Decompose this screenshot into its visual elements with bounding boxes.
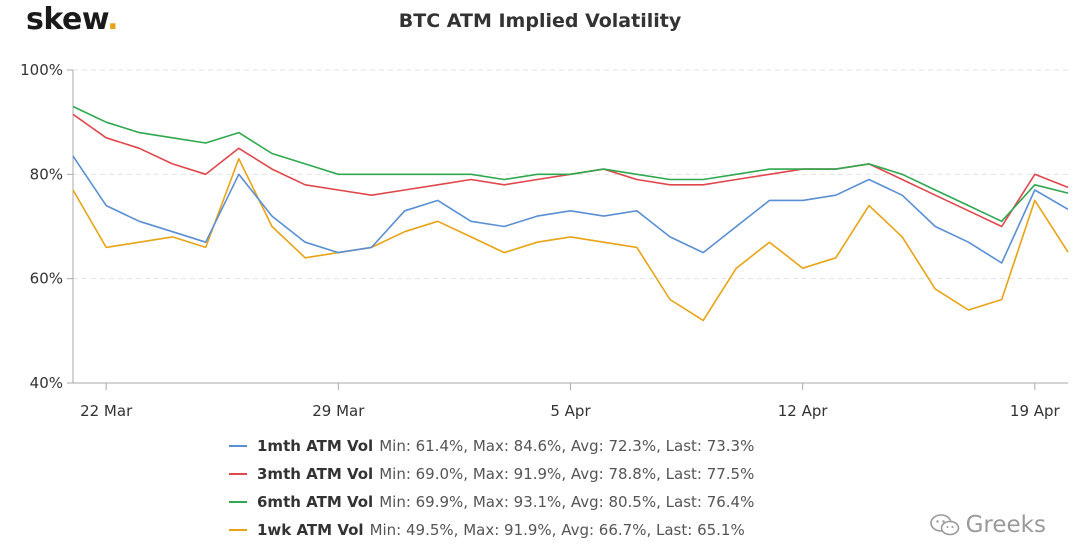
series-line-6mth [72, 105, 1069, 223]
legend-swatch [229, 528, 247, 531]
legend-item-1mth[interactable]: 1mth ATM Vol Min: 61.4%, Max: 84.6%, Avg:… [229, 432, 754, 460]
legend-series-stats: Min: 69.0%, Max: 91.9%, Avg: 78.8%, Last… [379, 465, 755, 483]
legend-item-6mth[interactable]: 6mth ATM Vol Min: 69.9%, Max: 93.1%, Avg:… [229, 488, 754, 516]
x-tick-label: 5 Apr [550, 402, 591, 420]
series-lines [72, 105, 1069, 322]
legend-series-stats: Min: 69.9%, Max: 93.1%, Avg: 80.5%, Last… [379, 493, 755, 511]
chart-title: BTC ATM Implied Volatility [398, 10, 682, 32]
y-tick-label: 100% [20, 61, 63, 79]
y-tick-label: 60% [30, 270, 63, 288]
legend: 1mth ATM Vol Min: 61.4%, Max: 84.6%, Avg:… [229, 432, 754, 544]
series-line-1wk [72, 157, 1069, 322]
series-line-1mth [72, 155, 1069, 264]
brand-dot: . [107, 2, 119, 37]
x-tick-label: 19 Apr [1010, 402, 1061, 420]
legend-series-name: 3mth ATM Vol [257, 465, 374, 483]
y-tick-label: 80% [30, 165, 63, 183]
legend-item-1wk[interactable]: 1wk ATM Vol Min: 49.5%, Max: 91.9%, Avg: … [229, 516, 754, 544]
y-axis-ticks: 40% 60% 80% 100% [20, 61, 73, 392]
x-tick-label: 12 Apr [778, 402, 829, 420]
watermark: Greeks [929, 512, 1046, 538]
legend-series-name: 1wk ATM Vol [257, 521, 364, 539]
legend-swatch [229, 472, 247, 475]
x-axis-ticks: 22 Mar 29 Mar 5 Apr 12 Apr 19 Apr [80, 383, 1061, 420]
x-tick-label: 22 Mar [80, 402, 133, 420]
brand-name: skew [26, 2, 108, 37]
wechat-icon [929, 514, 959, 536]
legend-item-3mth[interactable]: 3mth ATM Vol Min: 69.0%, Max: 91.9%, Avg:… [229, 460, 754, 488]
legend-series-stats: Min: 49.5%, Max: 91.9%, Avg: 66.7%, Last… [369, 521, 745, 539]
y-tick-label: 40% [30, 374, 63, 392]
legend-series-name: 6mth ATM Vol [257, 493, 374, 511]
axes [72, 70, 1068, 384]
legend-series-stats: Min: 61.4%, Max: 84.6%, Avg: 72.3%, Last… [379, 437, 755, 455]
legend-swatch [229, 444, 247, 447]
x-tick-label: 29 Mar [312, 402, 365, 420]
skew-logo: skew. [26, 2, 119, 37]
legend-swatch [229, 500, 247, 503]
legend-series-name: 1mth ATM Vol [257, 437, 374, 455]
watermark-text: Greeks [965, 512, 1046, 538]
line-chart: 40% 60% 80% 100% 22 Mar 29 Mar 5 Apr 12 Apr 19 … [20, 61, 1069, 420]
